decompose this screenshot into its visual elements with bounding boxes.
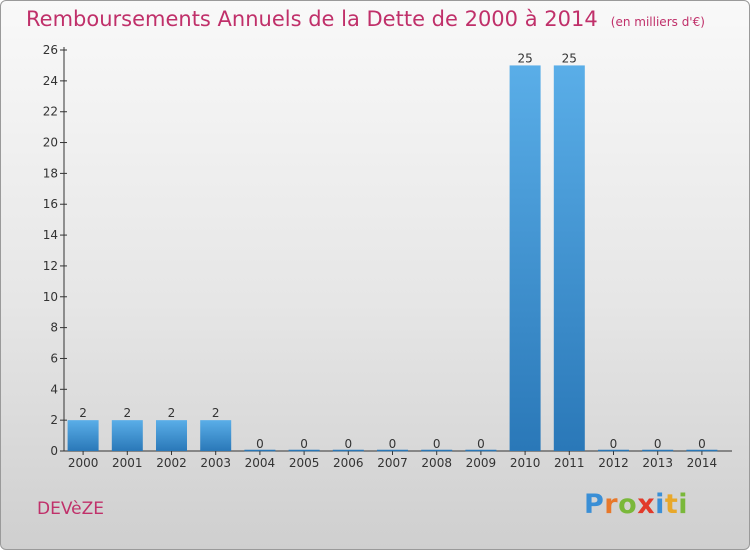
commune-name: DEVèZE — [37, 499, 104, 519]
y-tick-label: 0 — [50, 444, 58, 458]
data-label-2004: 0 — [256, 437, 264, 451]
data-label-2002: 2 — [168, 406, 176, 420]
brand-logo: Proxiti — [584, 489, 688, 520]
data-label-2013: 0 — [654, 437, 662, 451]
bar-2001 — [111, 420, 143, 451]
y-tick-label: 10 — [43, 290, 58, 304]
y-tick-label: 14 — [43, 228, 58, 242]
data-label-2000: 2 — [79, 406, 87, 420]
y-tick-label: 2 — [50, 413, 58, 427]
data-label-2001: 2 — [123, 406, 131, 420]
x-tick-label-2011: 2011 — [554, 456, 585, 470]
title-line: Remboursements Annuels de la Dette de 20… — [26, 7, 705, 31]
brand-letter: o — [618, 489, 638, 520]
chart-unit: (en milliers d'€) — [610, 15, 705, 29]
labels: 2 2000 2 2001 2 2002 2 2003 0 2004 0 2005 0 2006 0 2007… — [68, 51, 717, 470]
y-tick-label: 18 — [43, 166, 58, 180]
chart-title: Remboursements Annuels de la Dette de 20… — [26, 7, 598, 31]
x-tick-label-2003: 2003 — [200, 456, 231, 470]
data-label-2009: 0 — [477, 437, 485, 451]
x-tick-label-2005: 2005 — [289, 456, 320, 470]
bar-2002 — [156, 420, 187, 451]
bar-2011 — [553, 65, 585, 451]
x-tick-label-2007: 2007 — [377, 456, 408, 470]
y-tick-label: 26 — [43, 43, 58, 57]
brand-letter: t — [664, 489, 679, 520]
bars — [67, 65, 718, 452]
y-tick-label: 4 — [50, 382, 58, 396]
y-tick-label: 8 — [50, 321, 58, 335]
x-tick-label-2009: 2009 — [466, 456, 497, 470]
data-label-2014: 0 — [698, 437, 706, 451]
y-tick-label: 22 — [43, 105, 58, 119]
data-label-2007: 0 — [389, 437, 397, 451]
x-tick-label-2008: 2008 — [421, 456, 452, 470]
data-label-2008: 0 — [433, 437, 441, 451]
x-tick-label-2000: 2000 — [68, 456, 99, 470]
x-tick-label-2013: 2013 — [642, 456, 673, 470]
y-tick-label: 6 — [50, 351, 58, 365]
y-tick-label: 12 — [43, 259, 58, 273]
brand-letter: i — [678, 489, 689, 520]
data-label-2003: 2 — [212, 406, 220, 420]
x-tick-label-2012: 2012 — [598, 456, 629, 470]
data-label-2011: 25 — [562, 51, 577, 65]
data-label-2010: 25 — [517, 51, 532, 65]
data-label-2012: 0 — [610, 437, 618, 451]
brand-letter: P — [584, 489, 605, 520]
bar-2010 — [509, 65, 541, 451]
brand-letter: r — [604, 489, 619, 520]
y-tick-label: 20 — [43, 136, 58, 150]
y-tick-label: 24 — [43, 74, 58, 88]
data-label-2005: 0 — [300, 437, 308, 451]
data-label-2006: 0 — [344, 437, 352, 451]
bar-2000 — [67, 420, 99, 451]
x-tick-label-2014: 2014 — [687, 456, 718, 470]
y-tick-label: 16 — [43, 197, 58, 211]
bar-2003 — [200, 420, 232, 451]
x-tick-label-2006: 2006 — [333, 456, 364, 470]
x-tick-label-2002: 2002 — [156, 456, 187, 470]
x-tick-label-2004: 2004 — [245, 456, 276, 470]
brand-letter: x — [637, 489, 656, 520]
x-tick-label-2010: 2010 — [510, 456, 541, 470]
brand-letter: i — [655, 489, 665, 520]
x-tick-label-2001: 2001 — [112, 456, 143, 470]
